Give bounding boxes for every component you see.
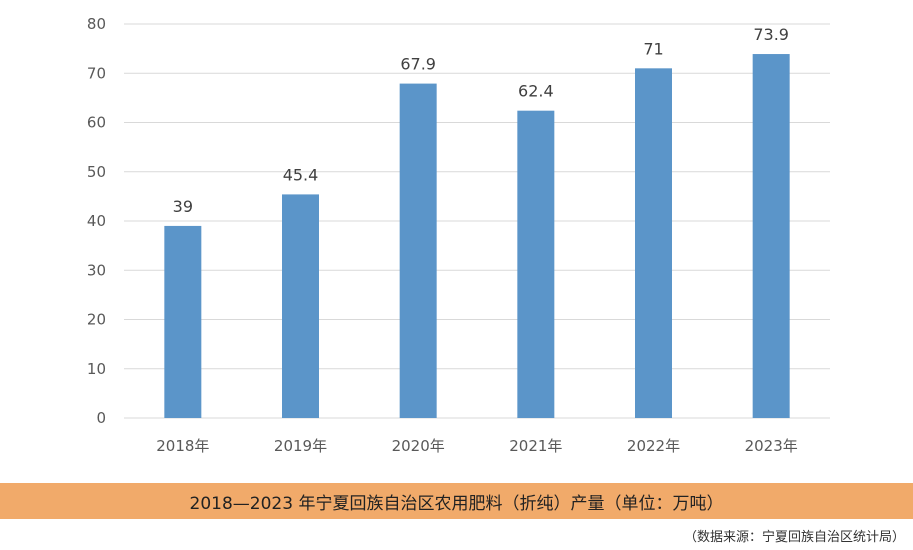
y-tick-label: 30 bbox=[87, 261, 106, 279]
bar bbox=[399, 83, 437, 418]
bar bbox=[635, 68, 672, 418]
data-label: 39 bbox=[173, 197, 193, 216]
data-labels: 39 45.4 67.9 62.4 71 73.9 bbox=[173, 25, 789, 216]
y-tick-label: 60 bbox=[87, 114, 106, 132]
bar bbox=[164, 225, 202, 418]
chart-title: 2018—2023 年宁夏回族自治区农用肥料（折纯）产量（单位：万吨） bbox=[189, 493, 724, 514]
data-label: 67.9 bbox=[400, 55, 436, 74]
data-label: 71 bbox=[643, 39, 663, 58]
data-label: 73.9 bbox=[753, 25, 789, 44]
bar bbox=[517, 110, 555, 419]
y-tick-label: 70 bbox=[87, 64, 106, 82]
data-source: （数据来源：宁夏回族自治区统计局） bbox=[683, 530, 905, 545]
x-axis-ticks: 2018年 2019年 2020年 2021年 2022年 2023年 bbox=[156, 437, 798, 455]
x-tick-label: 2019年 bbox=[274, 437, 327, 455]
y-tick-label: 80 bbox=[87, 15, 106, 33]
bar bbox=[752, 54, 790, 418]
gridlines bbox=[124, 23, 830, 419]
bar-chart: 0 10 20 30 40 50 60 70 80 39 45.4 67.9 62.4 71 73.9 2… bbox=[87, 15, 830, 455]
y-axis-ticks: 0 10 20 30 40 50 60 70 80 bbox=[87, 15, 106, 427]
x-tick-label: 2022年 bbox=[627, 437, 680, 455]
bar bbox=[282, 194, 319, 418]
x-tick-label: 2018年 bbox=[156, 437, 209, 455]
data-label: 45.4 bbox=[283, 165, 319, 184]
y-tick-label: 20 bbox=[87, 311, 106, 329]
y-tick-label: 0 bbox=[96, 409, 106, 427]
x-tick-label: 2023年 bbox=[745, 437, 798, 455]
x-tick-label: 2020年 bbox=[392, 437, 445, 455]
y-tick-label: 40 bbox=[87, 212, 106, 230]
data-label: 62.4 bbox=[518, 82, 554, 101]
y-tick-label: 50 bbox=[87, 163, 106, 181]
bars bbox=[164, 54, 790, 419]
x-tick-label: 2021年 bbox=[509, 437, 562, 455]
chart-title-bar: 2018—2023 年宁夏回族自治区农用肥料（折纯）产量（单位：万吨） bbox=[0, 483, 913, 519]
y-tick-label: 10 bbox=[87, 360, 106, 378]
